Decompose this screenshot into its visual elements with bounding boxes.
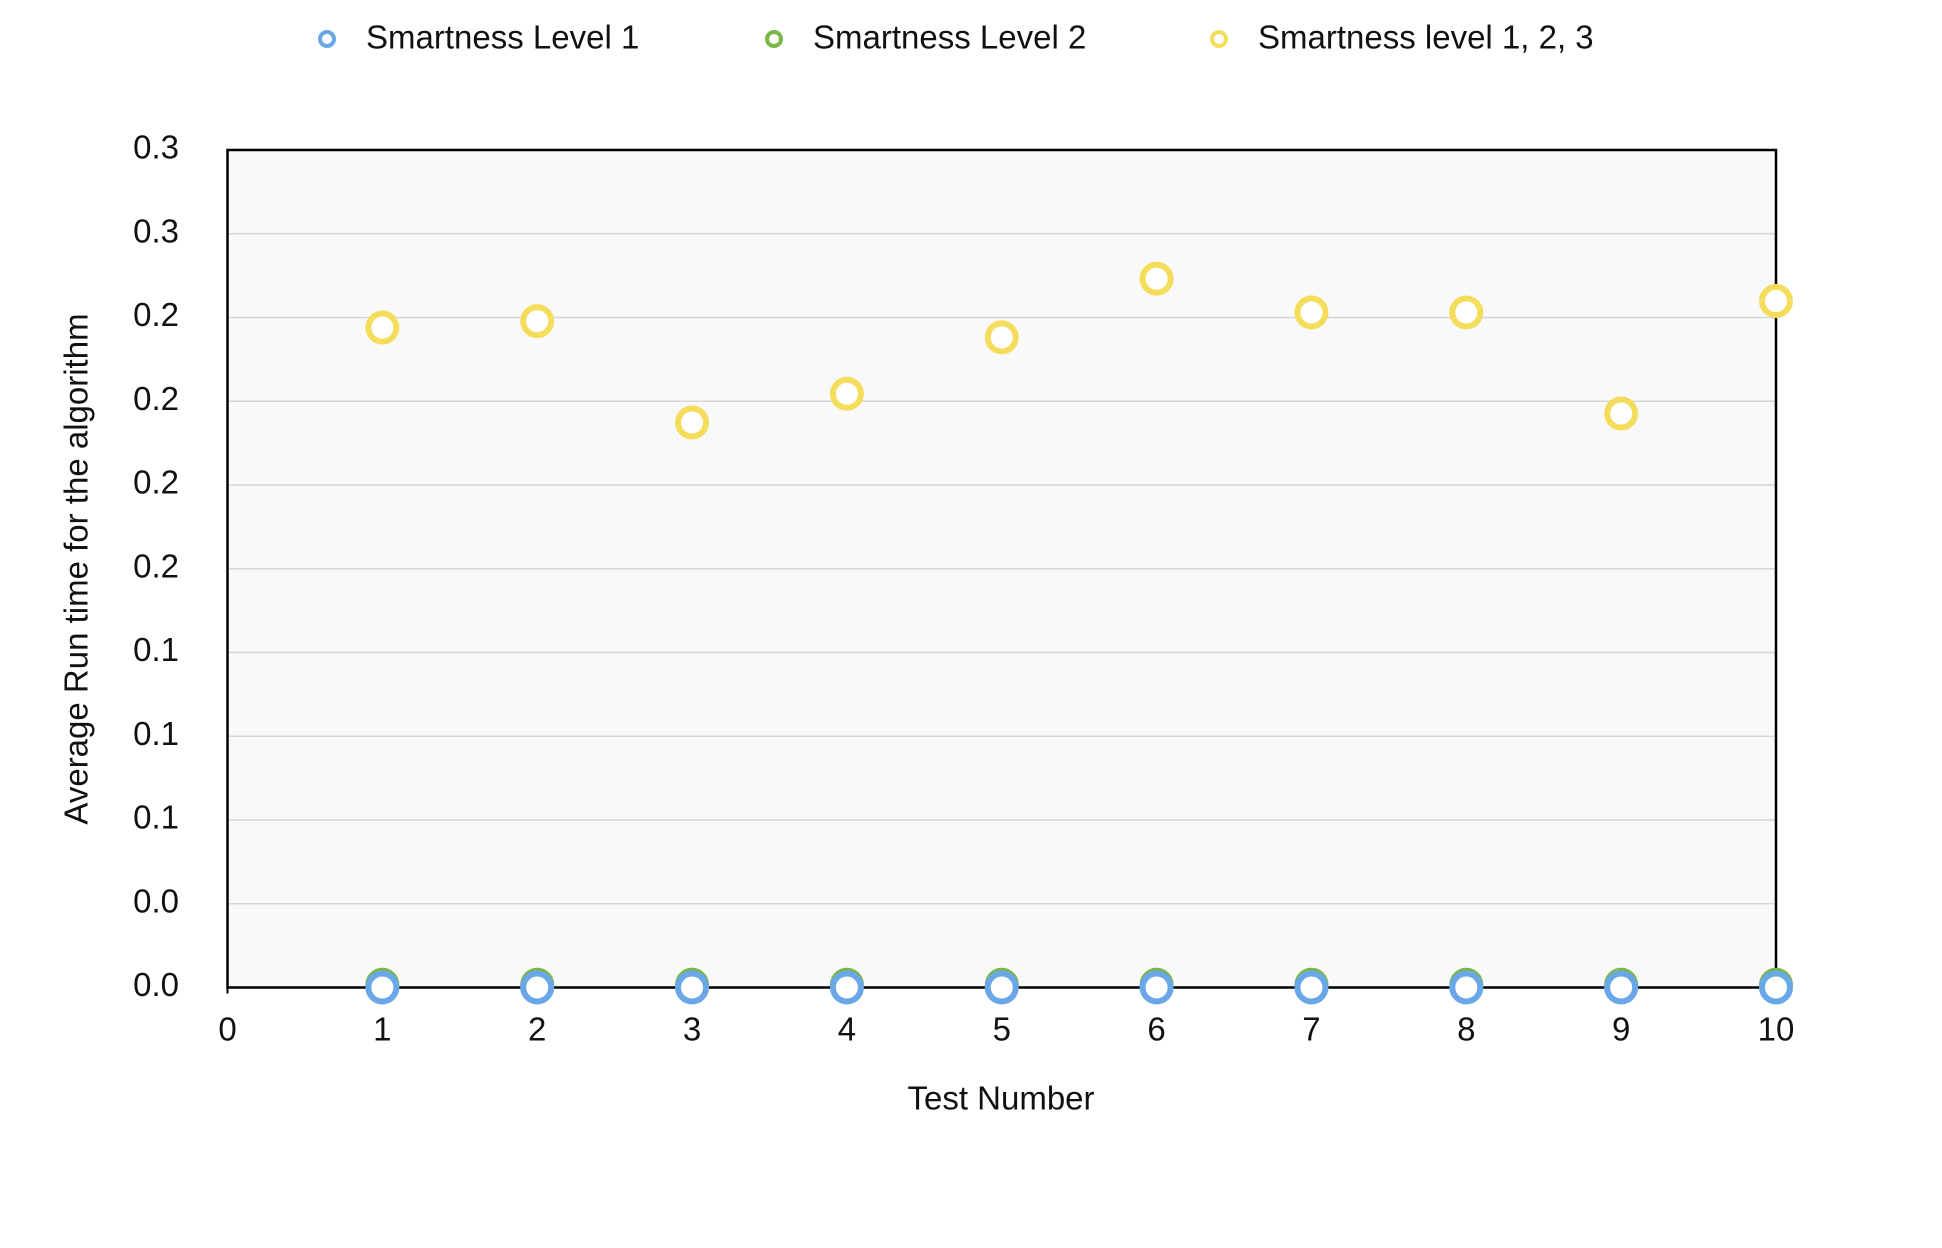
y-tick-label: 0.3 bbox=[133, 129, 179, 166]
data-point bbox=[1294, 295, 1329, 330]
data-point bbox=[1759, 970, 1793, 1005]
x-tick-label: 0 bbox=[218, 1011, 236, 1048]
data-point bbox=[1759, 284, 1793, 319]
data-point bbox=[1604, 396, 1639, 431]
y-tick-label: 0.0 bbox=[133, 966, 179, 1003]
data-point bbox=[675, 970, 710, 1005]
x-tick-label: 5 bbox=[993, 1011, 1011, 1048]
legend-marker bbox=[765, 30, 783, 48]
y-tick-label: 0.0 bbox=[133, 882, 179, 919]
y-tick-label: 0.1 bbox=[133, 631, 179, 668]
x-tick-label: 3 bbox=[683, 1011, 701, 1048]
legend-label: Smartness level 1, 2, 3 bbox=[1258, 19, 1594, 56]
x-tick-label: 2 bbox=[528, 1011, 546, 1048]
x-tick-label: 9 bbox=[1612, 1011, 1630, 1048]
data-point bbox=[984, 970, 1019, 1005]
data-point bbox=[1139, 261, 1174, 296]
legend-marker bbox=[1210, 30, 1228, 48]
data-point bbox=[1449, 295, 1484, 330]
x-tick-label: 8 bbox=[1457, 1011, 1475, 1048]
y-tick-label: 0.1 bbox=[133, 715, 179, 752]
x-tick-label: 4 bbox=[838, 1011, 856, 1048]
data-point bbox=[984, 320, 1019, 355]
y-axis-label: Average Run time for the algorithm bbox=[58, 313, 95, 824]
y-tick-label: 0.3 bbox=[133, 212, 179, 249]
y-tick-label: 0.2 bbox=[133, 296, 179, 333]
data-point bbox=[1139, 970, 1174, 1005]
legend-marker bbox=[318, 30, 336, 48]
data-point bbox=[365, 970, 400, 1005]
y-tick-label: 0.2 bbox=[133, 547, 179, 584]
x-tick-label: 6 bbox=[1147, 1011, 1165, 1048]
data-point bbox=[365, 310, 400, 345]
y-tick-label: 0.1 bbox=[133, 799, 179, 836]
y-tick-label: 0.2 bbox=[133, 380, 179, 417]
data-point bbox=[520, 970, 555, 1005]
legend-label: Smartness Level 2 bbox=[813, 19, 1086, 56]
data-point bbox=[520, 304, 555, 339]
data-point bbox=[1604, 970, 1639, 1005]
x-tick-label: 10 bbox=[1758, 1011, 1795, 1048]
y-tick-label: 0.2 bbox=[133, 464, 179, 501]
data-point bbox=[675, 405, 710, 440]
legend-label: Smartness Level 1 bbox=[366, 19, 639, 56]
data-point bbox=[1449, 970, 1484, 1005]
x-tick-label: 1 bbox=[373, 1011, 391, 1048]
x-tick-label: 7 bbox=[1302, 1011, 1320, 1048]
data-point bbox=[829, 970, 864, 1005]
data-point bbox=[829, 376, 864, 411]
data-point bbox=[1294, 970, 1329, 1005]
x-axis-label: Test Number bbox=[907, 1080, 1094, 1117]
